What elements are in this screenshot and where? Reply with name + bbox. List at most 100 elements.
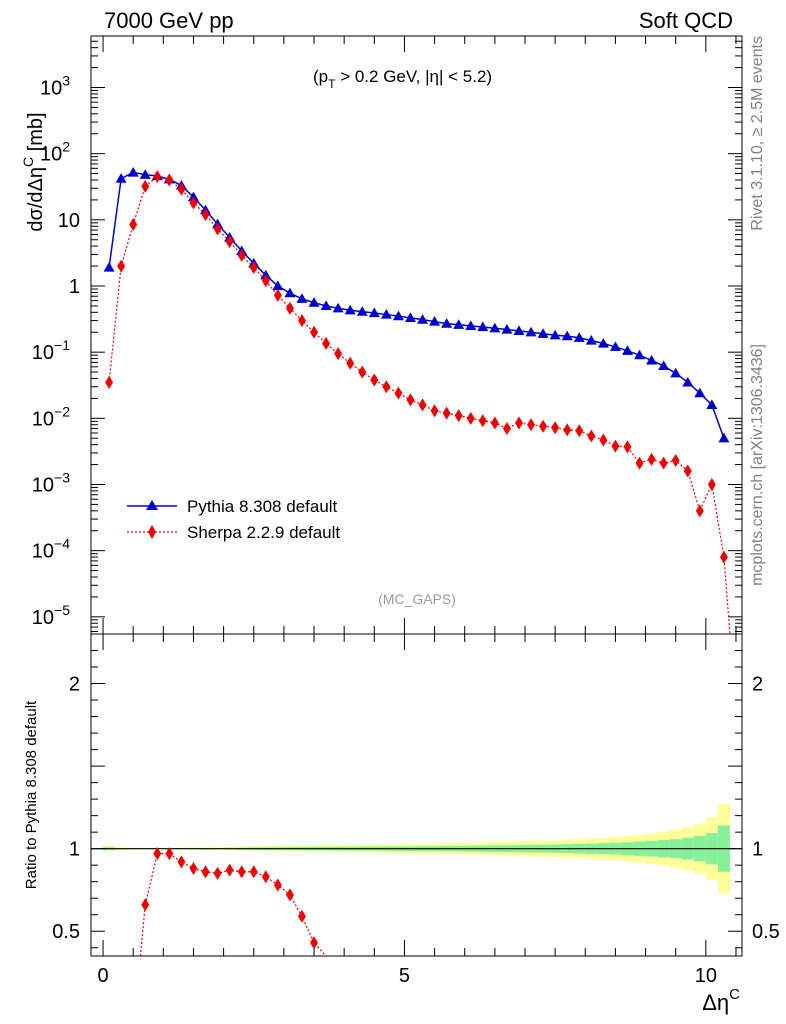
sherpa-point: [225, 235, 234, 249]
top-tick-exp: −3: [54, 469, 70, 485]
sherpa-point: [514, 416, 523, 430]
ratio-tick-label-right: 1: [752, 839, 763, 861]
x-axis: 0 5 10: [97, 36, 737, 987]
sherpa-ratio-point: [285, 888, 294, 902]
pythia-line: [108, 171, 725, 439]
legend-marker-sherpa: [148, 525, 156, 539]
sherpa-point: [695, 504, 704, 518]
top-tick-exp: 2: [62, 139, 70, 155]
pythia-point: [670, 367, 682, 378]
sherpa-point: [285, 301, 294, 315]
xlabel-sup: C: [729, 986, 740, 1003]
sherpa-point: [189, 196, 198, 210]
pythia-point: [561, 330, 573, 341]
ratio-series-lines: [139, 853, 327, 957]
sherpa-point: [382, 380, 391, 394]
sherpa-ratio-point: [141, 898, 150, 912]
top-tick-base: 10: [32, 541, 54, 563]
sherpa-point: [129, 217, 138, 231]
pythia-point: [646, 354, 658, 365]
legend: Pythia 8.308 default Sherpa 2.2.9 defaul…: [127, 497, 340, 542]
sherpa-ratio-point: [297, 909, 306, 923]
pythia-point: [549, 329, 561, 340]
pythia-point: [477, 321, 489, 332]
ratio-tick-label-left: 0.5: [52, 921, 80, 943]
pythia-point: [597, 338, 609, 348]
top-tick-label: 1: [69, 276, 80, 298]
sherpa-point: [611, 439, 620, 453]
sherpa-point: [370, 373, 379, 387]
pythia-point: [356, 306, 368, 316]
sherpa-point: [418, 398, 427, 412]
top-tick-base: 10: [32, 474, 54, 496]
sherpa-ratio-line: [139, 853, 327, 957]
ratio-series-markers: [141, 847, 319, 950]
top-tick-base: 10: [58, 210, 80, 232]
sherpa-point: [394, 386, 403, 400]
pythia-point: [609, 341, 621, 352]
top-tick-exp: −5: [54, 602, 70, 618]
pythia-point: [513, 325, 525, 335]
sherpa-ratio-point: [201, 865, 210, 879]
sherpa-ratio-point: [310, 936, 319, 950]
legend-marker-pythia: [146, 500, 158, 510]
sherpa-point: [273, 288, 282, 302]
pythia-point: [404, 312, 416, 322]
pythia-point: [489, 322, 501, 333]
mcplots-label: mcplots.cern.ch [arXiv:1306.3436]: [749, 344, 766, 586]
rivet-label: Rivet 3.1.10, ≥ 2.5M events: [749, 36, 766, 231]
pythia-point: [537, 328, 549, 338]
sherpa-point: [406, 393, 415, 407]
top-tick-exp: 3: [62, 72, 70, 88]
top-series-markers: [103, 166, 730, 564]
cut-annotation: (pT > 0.2 GeV, |η| < 5.2): [313, 67, 492, 91]
header-right: Soft QCD: [639, 8, 733, 33]
top-tick-label: 102: [40, 139, 70, 166]
sherpa-point: [623, 440, 632, 454]
cut-sub: T: [328, 77, 336, 91]
pythia-point: [320, 300, 332, 311]
pythia-point: [441, 318, 453, 328]
top-ylabel-main: dσ/dΔη: [25, 167, 47, 232]
sherpa-point: [659, 456, 668, 470]
sherpa-point: [442, 406, 451, 420]
sherpa-ratio-point: [177, 855, 186, 869]
pythia-point: [380, 309, 392, 319]
sherpa-point: [527, 418, 536, 432]
ratio-tick-label-right: 0.5: [752, 921, 780, 943]
sherpa-point: [201, 208, 210, 222]
ratio-y-axis: 0.5 0.5 1 1 2 2: [52, 650, 780, 949]
top-tick-exp: −2: [54, 403, 70, 419]
sherpa-point: [539, 419, 548, 433]
top-tick-base: 10: [32, 408, 54, 430]
pythia-point: [332, 302, 344, 313]
pythia-point: [585, 335, 597, 345]
sherpa-point: [587, 429, 596, 443]
sherpa-point: [117, 259, 126, 273]
top-tick-label: 10−1: [32, 337, 70, 364]
pythia-point: [139, 169, 151, 179]
sherpa-point: [297, 314, 306, 328]
top-tick-base: 10: [32, 607, 54, 629]
pythia-point: [621, 345, 633, 355]
cut-open: (p: [313, 67, 328, 86]
sherpa-point: [635, 456, 644, 470]
sherpa-ratio-point: [273, 878, 282, 892]
sherpa-ratio-point: [237, 865, 246, 879]
sherpa-point: [213, 222, 222, 236]
sherpa-point: [105, 375, 114, 389]
sherpa-point: [261, 274, 270, 288]
sherpa-point: [334, 347, 343, 361]
ratio-y-axis-label: Ratio to Pythia 8.308 default: [23, 700, 40, 889]
xlabel-main: Δη: [702, 990, 729, 1015]
pythia-point: [115, 173, 127, 183]
pythia-point: [296, 293, 308, 303]
top-tick-label: 10−5: [32, 602, 70, 629]
pythia-point: [453, 319, 465, 329]
top-ylabel-sup: C: [20, 157, 36, 167]
top-tick-exp: −4: [54, 536, 70, 552]
x-axis-label: ΔηC: [702, 986, 740, 1015]
pythia-point: [706, 399, 718, 409]
top-frame: [90, 35, 743, 635]
